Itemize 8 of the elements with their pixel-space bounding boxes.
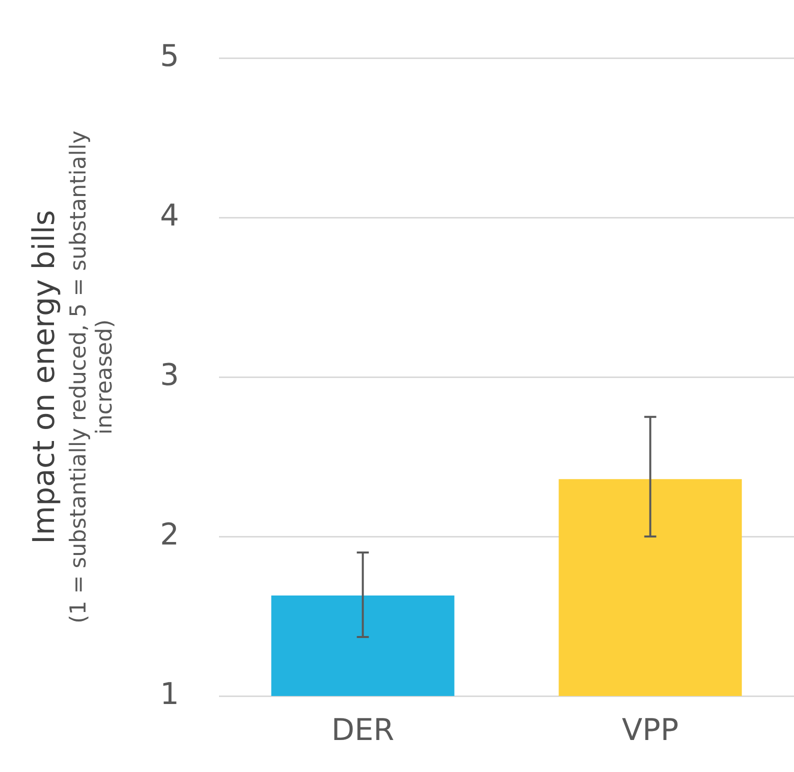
y-tick-label: 5 — [160, 38, 180, 74]
x-tick-label: VPP — [622, 712, 679, 748]
y-tick-label: 1 — [160, 676, 180, 712]
y-tick-label: 3 — [160, 358, 180, 393]
y-tick-label: 4 — [160, 198, 180, 234]
x-tick-label: DER — [331, 712, 394, 748]
y-tick-label: 2 — [160, 517, 180, 552]
y-axis-title: Impact on energy bills (1 = substantially reduced, 5 = substantially increased) — [26, 130, 118, 624]
